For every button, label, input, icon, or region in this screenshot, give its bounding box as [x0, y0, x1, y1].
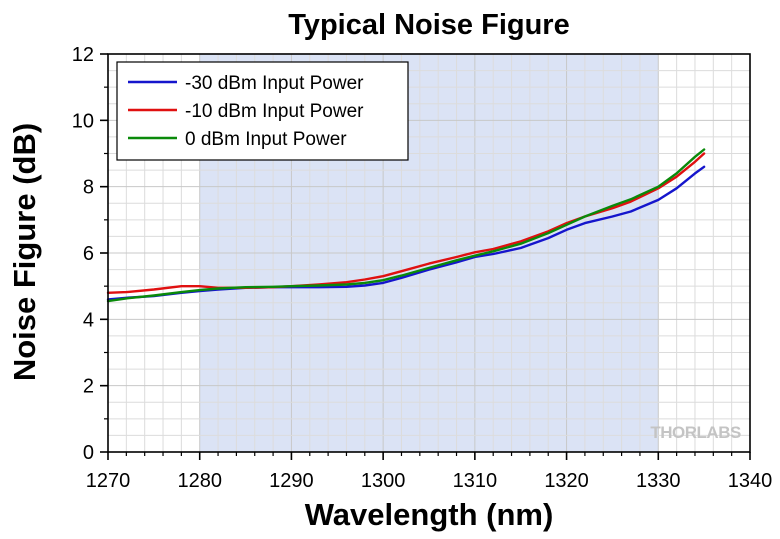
- x-tick-label: 1290: [269, 470, 314, 492]
- y-tick-label: 10: [72, 110, 94, 132]
- x-axis-label: Wavelength (nm): [305, 497, 554, 532]
- y-tick-label: 12: [72, 44, 94, 66]
- x-tick-label: 1280: [177, 470, 222, 492]
- y-tick-label: 0: [83, 442, 94, 464]
- x-tick-label: 1300: [361, 470, 406, 492]
- series-line-3: [106, 148, 706, 303]
- watermark-logo: THORLABS: [650, 423, 741, 442]
- y-tick-label: 6: [83, 243, 94, 265]
- x-tick-label: 1310: [453, 470, 498, 492]
- x-tick-label: 1330: [636, 470, 681, 492]
- x-tick-label: 1320: [544, 470, 589, 492]
- legend: -30 dBm Input Power -10 dBm Input Power 0 …: [116, 61, 409, 161]
- series-line-2: [106, 152, 706, 294]
- y-tick-label: 2: [83, 376, 94, 398]
- y-axis-label: Noise Figure (dB): [7, 123, 42, 381]
- x-tick-label: 1340: [728, 470, 773, 492]
- y-tick-label: 4: [83, 309, 94, 331]
- legend-label-2: -10 dBm Input Power: [185, 101, 364, 122]
- legend-label-1: -30 dBm Input Power: [185, 73, 364, 94]
- legend-label-3: 0 dBm Input Power: [185, 129, 347, 150]
- chart-title: Typical Noise Figure: [288, 9, 569, 41]
- y-tick-label: 8: [83, 177, 94, 199]
- x-tick-label: 1270: [86, 470, 131, 492]
